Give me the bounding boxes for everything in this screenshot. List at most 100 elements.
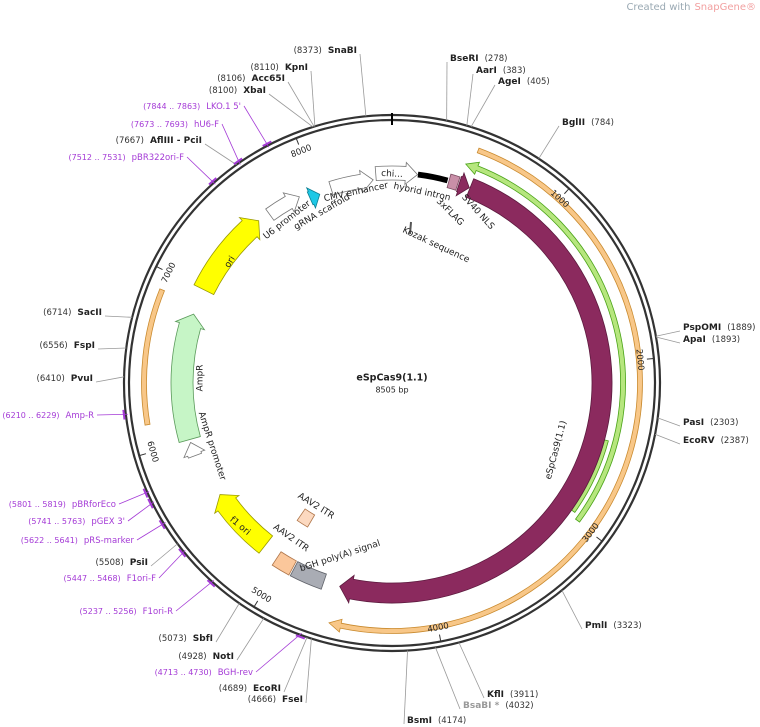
primer-leader [221,123,241,165]
feature-arrow [339,178,613,604]
site-leader [215,603,240,643]
site-leader [466,73,474,126]
kozak-mark [409,221,412,235]
site-name: PasI [683,418,704,428]
site-name: EcoRI [253,684,281,694]
primer-leader [96,413,128,416]
primer-label: (7844 .. 7863) LKO.1 5' [143,102,241,112]
primer-name: F1ori-F [127,574,156,584]
site-leader [310,70,316,127]
site-leader [655,330,681,337]
site-leader [97,347,127,350]
feature-arrow [289,561,327,590]
primer-name: Amp-R [66,411,95,421]
site-name: EcoRV [683,436,715,446]
feature-label: 3xFLAG [434,197,465,228]
site-leader [236,618,265,661]
primer-mark [295,634,306,640]
ring-tick [646,358,654,360]
site-leader [305,638,312,704]
site-label: BseRI (278) [450,54,507,64]
site-label: KflI (3911) [487,690,538,700]
primer-name: LKO.1 5' [206,102,241,112]
site-name: XbaI [243,86,266,96]
site-label: BglII (784) [562,118,614,128]
site-label: (6556) FspI [39,341,95,351]
site-name: SbfI [193,634,213,644]
primer-label: (5801 .. 5819) pBRforEco [9,500,116,510]
site-label: (7667) AflIII - PciI [116,136,202,146]
primer-leader [118,491,150,505]
primer-position: (5801 .. 5819) [9,500,66,509]
site-position: (3911) [510,690,538,700]
feature-arrow [271,551,297,576]
site-leader [283,637,308,693]
watermark: Created with SnapGene® [626,2,756,13]
site-leader [657,417,681,427]
site-leader [359,53,367,117]
site-position: (7667) [116,136,144,146]
site-label: AarI (383) [476,66,526,76]
primer-leader [127,501,155,522]
primer-mark [262,140,272,147]
site-name: KflI [487,690,504,700]
primer-position: (7844 .. 7863) [143,102,200,111]
primer-label: (4713 .. 4730) BGH-rev [155,668,253,678]
site-label: (6714) SacII [43,308,102,318]
ring-tick [155,266,163,271]
site-position: (405) [527,77,550,87]
site-name: AgeI [498,77,521,87]
ring-tick-label: 5000 [249,585,273,605]
site-name: BsaBI * [463,701,500,711]
site-name: SacII [77,308,102,318]
orf-arrow [328,147,643,634]
primer-position: (7673 .. 7693) [131,120,188,129]
site-name: NotI [213,652,234,662]
site-position: (6556) [39,341,67,351]
site-leader [104,315,133,318]
primer-label: (5237 .. 5256) F1ori-R [80,607,174,617]
site-position: (6410) [37,374,65,384]
primer-mark [178,548,187,558]
primer-leader [175,580,215,612]
site-label: PasI (2303) [683,418,738,428]
site-position: (8110) [251,63,279,73]
site-label: (4666) FseI [248,695,303,705]
site-label: (4689) EcoRI [219,684,281,694]
primer-name: pGEX 3' [91,517,125,527]
primer-position: (5237 .. 5256) [80,607,137,616]
feature-arrow [265,192,300,221]
site-leader [654,433,681,445]
site-position: (2303) [710,418,738,428]
ring-tick [564,188,570,195]
primer-label: (5622 .. 5641) pRS-marker [21,536,135,546]
site-name: BglII [562,118,585,128]
primer-leader [158,550,186,579]
site-position: (5073) [159,634,187,644]
orf-arrow [464,161,626,523]
site-label: (5073) SbfI [159,634,213,644]
site-label: (6410) PvuI [37,374,93,384]
primer-position: (5447 .. 5468) [64,574,121,583]
primer-mark [142,488,149,498]
plasmid-size: 8505 bp [375,386,408,395]
site-leader [287,81,315,127]
feature-arrow [296,508,316,528]
feature-arrow [183,441,206,459]
site-leader [655,336,681,344]
primer-label: (5447 .. 5468) F1ori-F [64,574,157,584]
primer-leader [243,105,270,148]
site-name: SnaBI [328,46,357,56]
primer-position: (6210 .. 6229) [2,411,59,420]
site-label: EcoRV (2387) [683,436,749,446]
feature-label: eSpCas9(1.1) [544,420,569,481]
primer-name: pBR322ori-F [132,153,184,163]
site-leader [204,143,237,166]
primer-label: (6210 .. 6229) Amp-R [2,411,94,421]
primer-mark [206,579,216,588]
site-position: (1893) [712,335,740,345]
primer-position: (4713 .. 4730) [155,668,212,677]
site-label: AgeI (405) [498,77,550,87]
site-position: (4032) [505,701,533,711]
